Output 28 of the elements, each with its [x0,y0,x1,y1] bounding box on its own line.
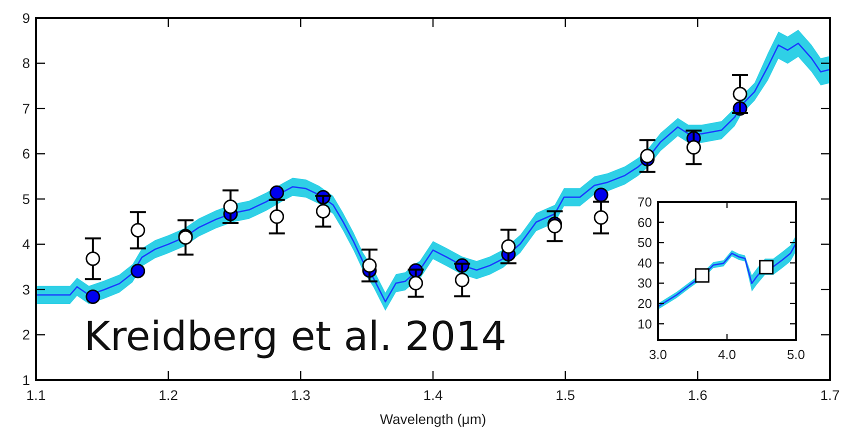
y-tick-label: 3 [22,281,30,298]
y-tick-label: 60 [638,214,652,230]
y-tick-label: 6 [22,146,30,162]
y-tick-label: 8 [22,55,30,72]
y-tick-label: 7 [22,100,30,116]
y-tick-label: 1 [22,372,30,388]
annotation: Kreidberg et al. 2014 [84,314,507,360]
y-tick-label: 40 [638,255,652,270]
x-tick-label: 1.3 [290,387,311,403]
y-tick-label: 9 [22,10,30,26]
y-tick-label: 2 [22,326,30,343]
y-tick-label: 4 [22,236,30,252]
y-tick-label: 5 [22,190,30,207]
x-tick-label: 1.4 [423,387,443,403]
x-tick-label: 1.5 [556,387,576,403]
x-tick-label: 1.2 [158,387,178,403]
x-tick-label: 5.0 [786,347,806,362]
y-tick-label: 70 [638,194,652,210]
y-tick-label: 20 [638,296,652,312]
x-tick-label: 4.0 [718,347,736,362]
x-tick-label: 3.0 [648,347,668,362]
y-tick-label: 10 [638,316,652,332]
y-tick-label: 30 [638,276,652,291]
x-tick-label: 1.1 [26,387,46,403]
x-axis-title: Wavelength (μm) [380,411,486,427]
y-tick-label: 50 [638,235,652,250]
x-tick-label: 1.7 [820,387,840,403]
x-tick-label: 1.6 [688,387,708,403]
